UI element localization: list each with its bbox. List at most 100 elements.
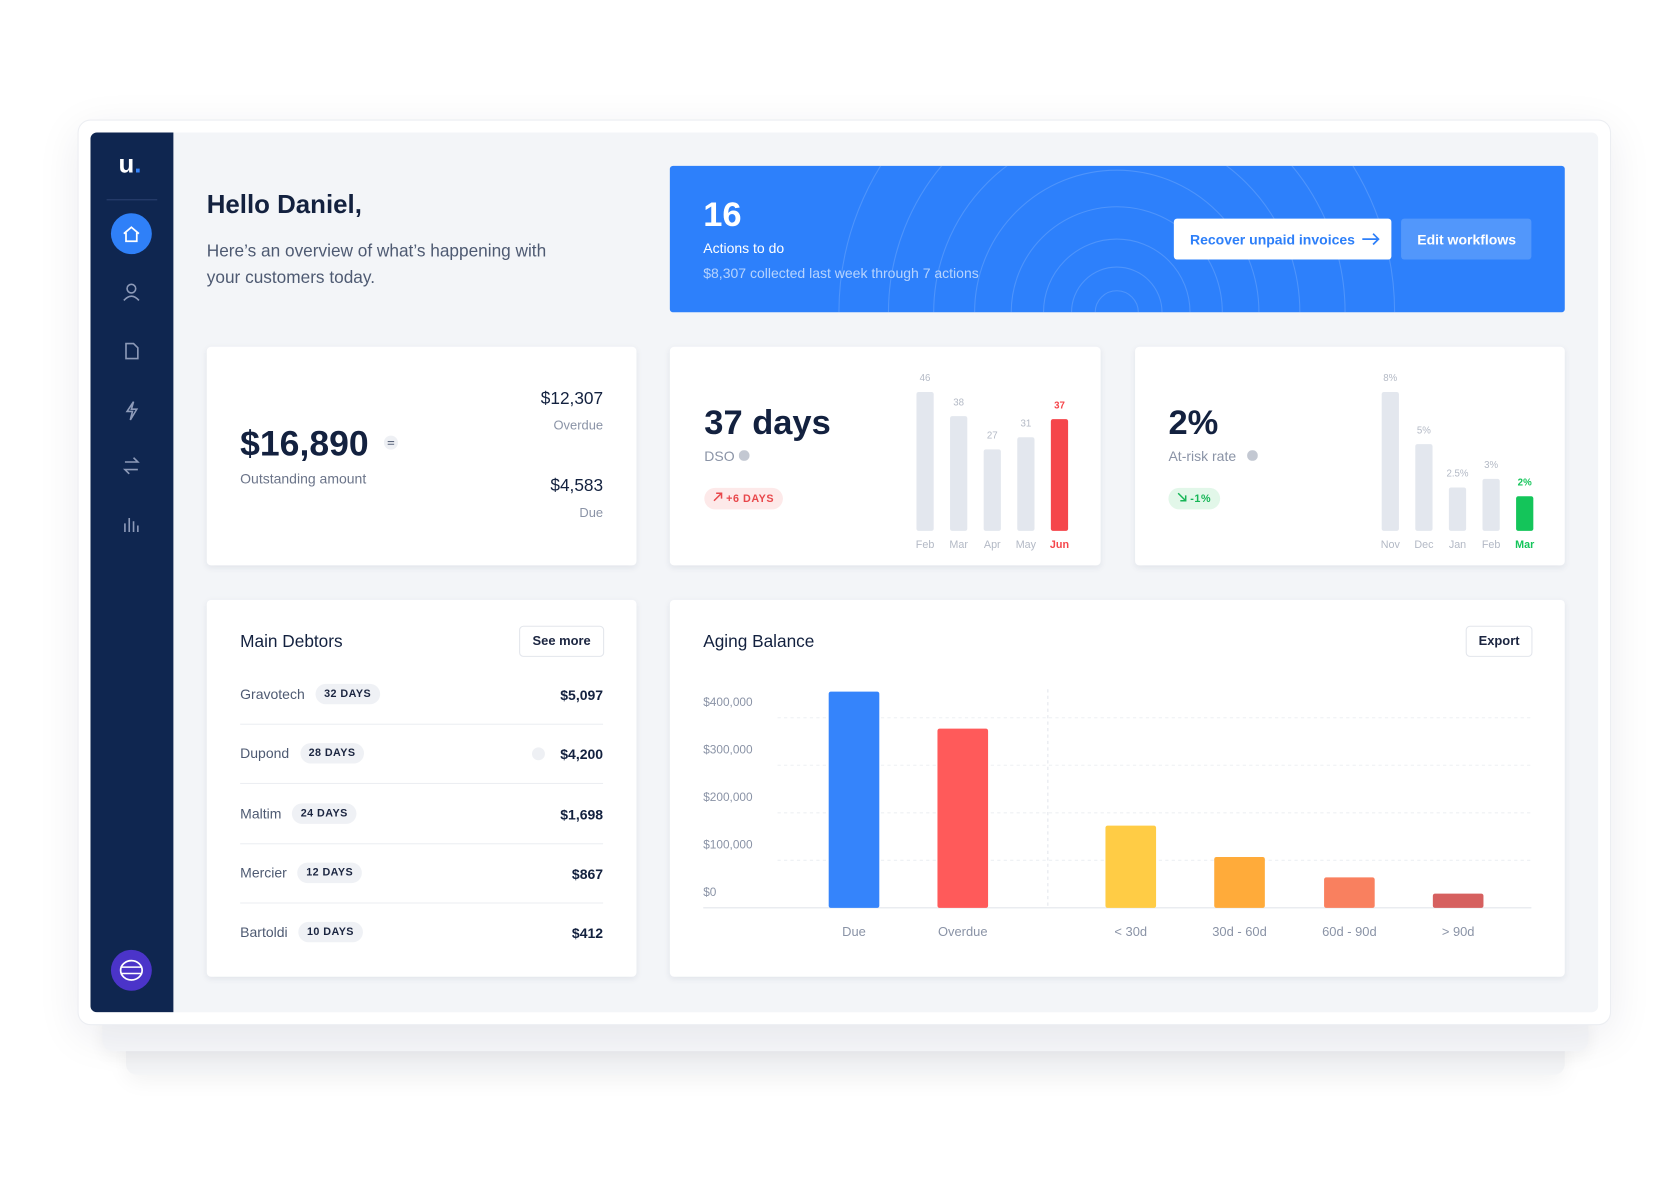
- greeting-subtitle: Here’s an overview of what’s happening w…: [206, 242, 547, 288]
- bar: [1105, 825, 1157, 908]
- greeting-title: Hello Daniel,: [206, 190, 362, 220]
- nav-invoices[interactable]: [125, 342, 139, 360]
- bar: [1324, 877, 1375, 908]
- edit-workflows-label: Edit workflows: [1417, 231, 1517, 248]
- risk-card: 2% At-risk rate -1% 8% Nov 5% Dec 2.5% Jan 3% F…: [1135, 346, 1565, 566]
- user-avatar[interactable]: [110, 949, 153, 992]
- info-icon[interactable]: [1247, 450, 1258, 461]
- debtor-amount: $5,097: [560, 687, 604, 704]
- bar: [1017, 437, 1035, 531]
- logo-text: u: [118, 149, 135, 179]
- info-icon[interactable]: [738, 450, 750, 461]
- debtor-name: Maltim: [240, 805, 282, 822]
- risk-value: 2%: [1168, 402, 1219, 442]
- bar: [950, 416, 968, 531]
- nav-reports[interactable]: [124, 517, 139, 532]
- nav-customers[interactable]: [123, 283, 140, 302]
- due-amount: $4,583: [550, 477, 604, 496]
- bar: [1415, 444, 1433, 531]
- overdue-amount: $12,307: [540, 389, 604, 409]
- bar: [1381, 391, 1399, 531]
- risk-badge-text: -1%: [1190, 493, 1212, 506]
- export-button[interactable]: Export: [1465, 625, 1533, 657]
- debtor-row[interactable]: Bartoldi 10 DAYS $412: [240, 922, 603, 946]
- dso-label: DSO: [704, 447, 735, 465]
- dso-badge: +6 DAYS: [704, 487, 783, 510]
- x-tick-label: Overdue: [938, 924, 988, 939]
- value-label: 2.5%: [1446, 469, 1468, 480]
- trend-down-icon: [1177, 492, 1187, 502]
- x-tick-label: Feb: [916, 539, 935, 551]
- debtor-row[interactable]: Mercier 12 DAYS $867: [240, 862, 603, 886]
- outstanding-amount: $16,890: [240, 423, 369, 464]
- value-label: 37: [1054, 400, 1065, 411]
- aging-card: Aging Balance Export $0 $100,000 $200,000 $…: [669, 599, 1565, 977]
- nav-actions[interactable]: [125, 401, 139, 421]
- bar: [983, 449, 1001, 531]
- debtor-name: Gravotech: [240, 685, 305, 703]
- debtor-name: Mercier: [240, 864, 287, 881]
- value-label: 8%: [1383, 373, 1397, 384]
- row-divider: [240, 723, 604, 725]
- row-divider: [240, 902, 604, 904]
- x-tick-label: Mar: [1515, 539, 1535, 551]
- y-tick-label: $100,000: [703, 837, 753, 851]
- value-label: 46: [920, 373, 931, 384]
- debtor-row[interactable]: Gravotech 32 DAYS $5,097: [240, 683, 604, 708]
- debtor-amount: $1,698: [560, 806, 604, 823]
- x-tick-label: Jan: [1449, 539, 1466, 551]
- due-label: Due: [579, 505, 604, 521]
- x-tick-label: Dec: [1414, 539, 1434, 551]
- debtor-row[interactable]: Dupond 28 DAYS $4,200: [240, 743, 603, 767]
- y-tick-label: $300,000: [703, 742, 753, 756]
- debtor-amount: $867: [571, 865, 604, 882]
- x-tick-label: Jun: [1050, 539, 1069, 551]
- y-tick-label: $0: [703, 885, 717, 899]
- risk-badge: -1%: [1168, 487, 1220, 510]
- debtor-days: 32 DAYS: [315, 683, 380, 705]
- debtor-row[interactable]: Maltim 24 DAYS $1,698: [240, 802, 604, 827]
- overdue-label: Overdue: [553, 417, 604, 433]
- banner-pattern: [838, 165, 1396, 313]
- x-tick-label: 60d - 90d: [1322, 924, 1377, 939]
- dso-chart: 46 Feb 38 Mar 27 Apr 31 May 37 Jun: [916, 373, 1069, 551]
- bar: [1482, 478, 1500, 531]
- x-tick-label: 30d - 60d: [1212, 924, 1267, 939]
- debtor-days: 28 DAYS: [299, 743, 365, 764]
- x-tick-label: > 90d: [1442, 924, 1475, 939]
- actions-note: $8,307 collected last week through 7 act…: [703, 264, 979, 282]
- arrow-icon: [1362, 233, 1380, 246]
- y-tick-label: $200,000: [703, 790, 753, 804]
- row-divider: [240, 783, 604, 785]
- debtor-name: Bartoldi: [240, 924, 288, 941]
- debtors-card: Main Debtors See more Gravotech 32 DAYS $5…: [206, 599, 637, 977]
- bar: [1432, 893, 1484, 908]
- value-label: 38: [953, 397, 964, 408]
- x-tick-label: Feb: [1482, 539, 1501, 551]
- dso-badge-text: +6 DAYS: [726, 493, 775, 506]
- x-tick-label: May: [1016, 539, 1037, 551]
- risk-label: At-risk rate: [1168, 447, 1237, 465]
- trend-up-icon: [713, 492, 723, 502]
- outstanding-label: Outstanding amount: [240, 470, 367, 487]
- nav-home[interactable]: [110, 213, 152, 255]
- outstanding-card: $16,890 Outstanding amount $12,307 Overd…: [206, 346, 637, 566]
- x-tick-label: Apr: [984, 539, 1001, 551]
- nav-transfers[interactable]: [122, 457, 140, 475]
- see-more-button[interactable]: See more: [519, 625, 605, 657]
- edit-workflows-button[interactable]: Edit workflows: [1401, 218, 1532, 260]
- aging-chart: $0 $100,000 $200,000 $300,000 $400,000 Due Ove…: [703, 689, 1532, 939]
- value-label: 5%: [1417, 425, 1431, 436]
- x-tick-label: Nov: [1381, 539, 1401, 551]
- divider: [106, 199, 158, 201]
- debtor-name: Dupond: [240, 745, 290, 762]
- recover-button[interactable]: Recover unpaid invoices: [1173, 218, 1392, 260]
- logo-dot: .: [134, 149, 142, 179]
- home-icon: [123, 226, 140, 243]
- debtor-amount: $412: [571, 925, 604, 942]
- bar: [828, 691, 880, 908]
- x-tick-label: Mar: [949, 539, 968, 551]
- value-label: 27: [987, 431, 998, 442]
